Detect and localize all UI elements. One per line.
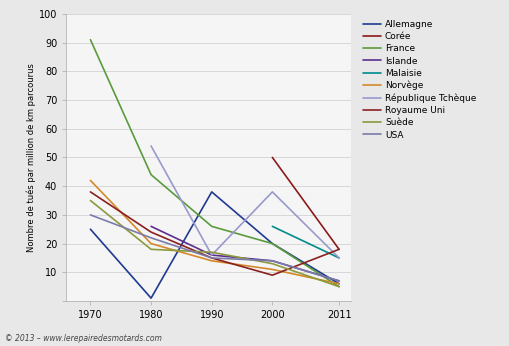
Line: Allemagne: Allemagne xyxy=(91,192,339,298)
France xyxy=(88,38,94,42)
Norvège xyxy=(88,178,94,182)
Suède xyxy=(336,284,342,289)
Suède xyxy=(269,262,275,266)
Norvège xyxy=(209,259,215,263)
République Tchèque xyxy=(269,190,275,194)
Text: © 2013 – www.lerepairedesmotards.com: © 2013 – www.lerepairedesmotards.com xyxy=(5,334,162,343)
Royaume Uni xyxy=(269,273,275,277)
Line: Malaisie: Malaisie xyxy=(272,226,339,258)
USA xyxy=(269,259,275,263)
USA xyxy=(336,279,342,283)
France xyxy=(148,173,154,177)
Islande xyxy=(269,259,275,263)
Islande xyxy=(148,224,154,228)
Legend: Allemagne, Corée, France, Islande, Malaisie, Norvège, République Tchèque, Royaum: Allemagne, Corée, France, Islande, Malai… xyxy=(361,18,478,142)
Suède xyxy=(88,199,94,203)
USA xyxy=(209,256,215,260)
Allemagne xyxy=(209,190,215,194)
Corée xyxy=(269,155,275,160)
France xyxy=(209,224,215,228)
Islande xyxy=(209,253,215,257)
Allemagne xyxy=(148,296,154,300)
Allemagne xyxy=(336,282,342,286)
Suède xyxy=(209,250,215,254)
Norvège xyxy=(148,242,154,246)
Royaume Uni xyxy=(336,247,342,252)
Islande xyxy=(336,279,342,283)
Line: Norvège: Norvège xyxy=(91,180,339,284)
USA xyxy=(88,213,94,217)
France xyxy=(269,242,275,246)
Norvège xyxy=(269,267,275,272)
Line: République Tchèque: République Tchèque xyxy=(151,146,339,258)
Royaume Uni xyxy=(209,256,215,260)
Royaume Uni xyxy=(88,190,94,194)
Allemagne xyxy=(269,242,275,246)
Allemagne xyxy=(88,227,94,231)
République Tchèque xyxy=(209,253,215,257)
République Tchèque xyxy=(148,144,154,148)
Line: Royaume Uni: Royaume Uni xyxy=(91,192,339,275)
Line: USA: USA xyxy=(91,215,339,281)
Line: Suède: Suède xyxy=(91,201,339,286)
Corée xyxy=(336,247,342,252)
Malaisie xyxy=(269,224,275,228)
Suède xyxy=(148,247,154,252)
Norvège xyxy=(336,282,342,286)
France xyxy=(336,284,342,289)
Line: France: France xyxy=(91,40,339,286)
Line: Corée: Corée xyxy=(272,157,339,249)
USA xyxy=(148,236,154,240)
République Tchèque xyxy=(336,256,342,260)
Line: Islande: Islande xyxy=(151,226,339,281)
Y-axis label: Nombre de tués par million de km parcourus: Nombre de tués par million de km parcour… xyxy=(26,63,36,252)
Royaume Uni xyxy=(148,230,154,234)
Malaisie xyxy=(336,256,342,260)
